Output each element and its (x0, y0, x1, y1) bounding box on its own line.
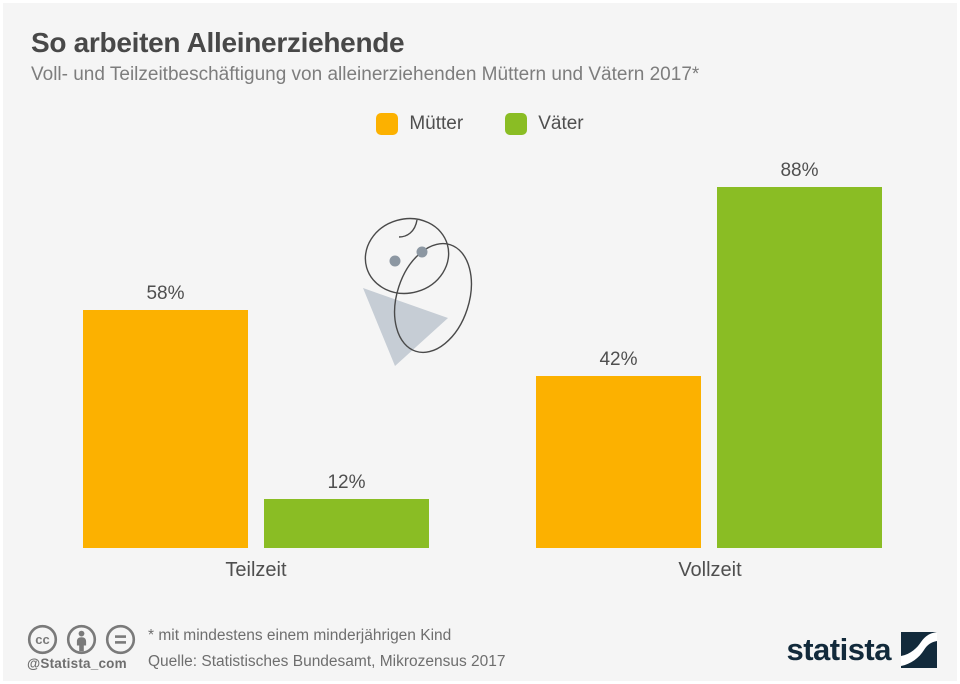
category-label-teilzeit: Teilzeit (225, 559, 287, 581)
category-label-vollzeit: Vollzeit (678, 559, 742, 581)
bar-value-label: 58% (146, 283, 185, 304)
bar-muetter-teilzeit: 58% (83, 283, 248, 548)
bar-vaeter-teilzeit: 12% (264, 472, 429, 548)
bar-value-label: 12% (327, 472, 366, 493)
license-icons: cc (27, 624, 136, 655)
footnote-block: * mit mindestens einem minderjährigen Ki… (148, 623, 506, 675)
svg-text:cc: cc (35, 632, 49, 647)
statista-wordmark: statista (786, 632, 891, 667)
chart-legend: Mütter Väter (3, 113, 957, 135)
vaeter-swatch-icon (505, 113, 528, 135)
legend-item-muetter: Mütter (376, 113, 463, 135)
statista-handle: @Statista_com (27, 656, 127, 671)
bar-value-label: 42% (599, 349, 638, 370)
equals-icon (105, 624, 136, 655)
legend-label-vaeter: Väter (538, 113, 584, 134)
page-title: So arbeiten Alleinerziehende (31, 27, 405, 58)
statista-logomark-icon (901, 632, 937, 668)
bar-group-vollzeit: 42% 88% (536, 160, 882, 548)
cc-icon: cc (27, 624, 58, 655)
muetter-swatch-icon (376, 113, 399, 135)
legend-label-muetter: Mütter (409, 113, 464, 134)
statista-logo: statista (786, 632, 937, 668)
legend-item-vaeter: Väter (505, 113, 584, 135)
bar-muetter-vollzeit: 42% (536, 349, 701, 548)
swaddled-baby-icon (363, 217, 473, 366)
footnote: * mit mindestens einem minderjährigen Ki… (148, 627, 452, 644)
source: Quelle: Statistisches Bundesamt, Mikroze… (148, 653, 506, 670)
attribution-icon (66, 624, 97, 655)
bar-group-teilzeit: 58% 12% (83, 283, 429, 548)
page-subtitle: Voll- und Teilzeitbeschäftigung von alle… (31, 64, 700, 85)
bar-vaeter-vollzeit: 88% (717, 160, 882, 548)
bar-value-label: 88% (780, 160, 819, 181)
